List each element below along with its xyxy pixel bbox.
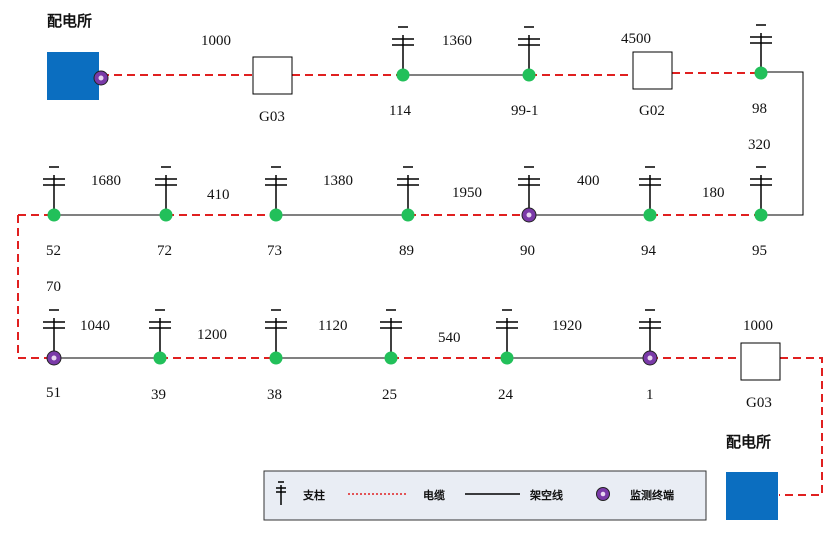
pole-icon [749, 24, 773, 74]
legend-pole-icon [276, 481, 286, 505]
legend-monitor-label: 监测终端 [630, 488, 674, 502]
switch-g03-bottom-label: G03 [746, 395, 772, 411]
cable-segment [779, 357, 823, 496]
nodes [47, 66, 768, 365]
pole-icon [264, 166, 288, 216]
pole-node [643, 208, 657, 222]
pole-icon [154, 166, 178, 216]
pole-icon [749, 166, 773, 216]
substation-bottom-label: 配电所 [726, 433, 771, 451]
node-label: 72 [157, 243, 172, 259]
node-label: 25 [382, 387, 397, 403]
switch-g03-top-label: G03 [259, 109, 285, 125]
segment-length: 1120 [318, 318, 347, 334]
segment-length: 1000 [743, 318, 773, 334]
segment-length: 4500 [621, 31, 651, 47]
switch-g02 [632, 51, 673, 90]
segment-length: 320 [748, 137, 771, 153]
legend-pole-label: 支柱 [302, 488, 325, 502]
node-label: 95 [752, 243, 767, 259]
node-label: 114 [389, 103, 411, 119]
switch-g02-label: G02 [639, 103, 665, 119]
pole-node [384, 351, 398, 365]
pole-icon [396, 166, 420, 216]
node-label: 89 [399, 243, 414, 259]
segment-length: 1680 [91, 173, 121, 189]
substation-bottom [726, 472, 778, 520]
segment-length: 1200 [197, 327, 227, 343]
pole-node [754, 66, 768, 80]
monitor-terminal-icon [642, 350, 658, 366]
pole-node [159, 208, 173, 222]
segment-length: 400 [577, 173, 600, 189]
pole-icon [264, 309, 288, 359]
pole-node [401, 208, 415, 222]
pole-node [153, 351, 167, 365]
node-label: 90 [520, 243, 535, 259]
node-label: 24 [498, 387, 514, 403]
overhead-segment [761, 71, 804, 216]
node-label: 38 [267, 387, 282, 403]
segment-length: 1040 [80, 318, 110, 334]
node-label: 94 [641, 243, 657, 259]
segment-length: 70 [46, 279, 61, 295]
monitor-terminal-icon [93, 70, 109, 86]
pole-icon [517, 26, 541, 76]
node-label: 98 [752, 101, 767, 117]
pole-icon [638, 166, 662, 216]
legend-monitor-icon [596, 487, 610, 501]
segment-length: 1360 [442, 33, 472, 49]
pole-node [269, 351, 283, 365]
segment-length: 410 [207, 187, 230, 203]
segment-length: 1950 [452, 185, 482, 201]
legend: 支柱 电缆 架空线 监测终端 [263, 470, 707, 521]
monitor-terminals [46, 70, 658, 366]
node-label: 39 [151, 387, 166, 403]
switch-g03-bottom [740, 342, 781, 381]
pole-node [754, 208, 768, 222]
segment-length: 540 [438, 330, 461, 346]
switch-g03-top [252, 56, 293, 95]
pole-icon [391, 26, 415, 76]
legend-box [263, 470, 707, 521]
legend-overhead-label: 架空线 [529, 488, 563, 502]
substation-top [47, 52, 99, 100]
segment-length: 1000 [201, 33, 231, 49]
node-label: 1 [646, 387, 654, 403]
pole-icon [148, 309, 172, 359]
pole-node [269, 208, 283, 222]
substation-top-label: 配电所 [47, 12, 92, 30]
node-label: 99-1 [511, 103, 539, 119]
pole-icon [495, 309, 519, 359]
connections [17, 71, 823, 496]
pole-node [522, 68, 536, 82]
monitor-terminal-icon [46, 350, 62, 366]
segment-length: 180 [702, 185, 725, 201]
node-label: 73 [267, 243, 282, 259]
pole-icon [379, 309, 403, 359]
pole-node [47, 208, 61, 222]
monitor-terminal-icon [521, 207, 537, 223]
legend-cable-label: 电缆 [423, 488, 445, 502]
pole-node [500, 351, 514, 365]
segment-length: 1380 [323, 173, 353, 189]
node-label: 51 [46, 385, 61, 401]
pole-node [396, 68, 410, 82]
node-label: 52 [46, 243, 61, 259]
segment-length: 1920 [552, 318, 582, 334]
pole-icon [42, 166, 66, 216]
